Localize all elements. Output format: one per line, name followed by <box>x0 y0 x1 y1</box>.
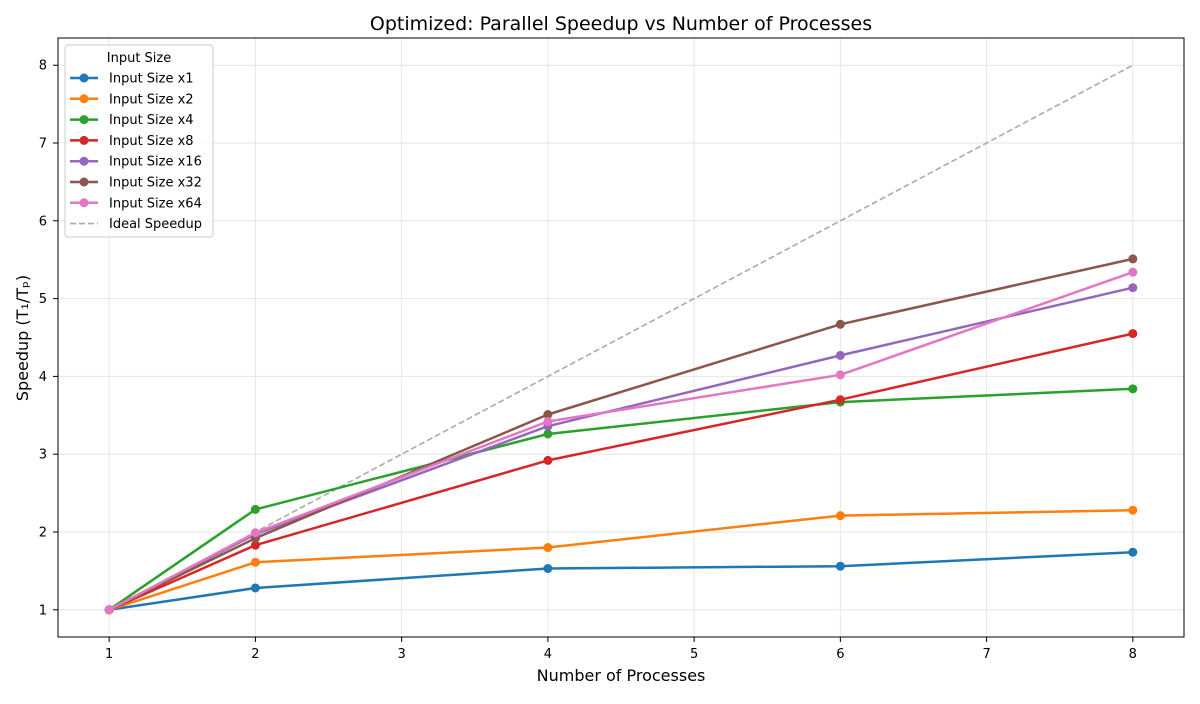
x-tick-label: 2 <box>251 647 259 662</box>
legend-label: Input Size x64 <box>109 196 202 211</box>
x-tick-label: 6 <box>836 647 844 662</box>
legend-box <box>64 44 214 238</box>
x-axis-label: Number of Processes <box>537 666 706 685</box>
input-size-x16-point <box>1128 283 1138 293</box>
legend-item-input-size-x32: Input Size x32 <box>70 176 202 191</box>
legend-marker <box>79 156 89 166</box>
input-size-x16-series <box>104 283 1138 615</box>
ideal-speedup-line <box>108 64 1134 611</box>
legend-marker <box>79 177 89 187</box>
input-size-x64-point <box>1128 267 1138 277</box>
legend-label: Input Size x8 <box>109 134 194 149</box>
x-tick-label: 1 <box>105 647 113 662</box>
legend-marker <box>79 115 89 125</box>
input-size-x2-point <box>250 557 260 567</box>
plot-frame <box>57 37 1185 638</box>
y-axis-ticks: 1 2 3 4 5 6 7 8 <box>39 59 58 618</box>
input-size-x4-line <box>108 387 1133 611</box>
input-size-x8-point <box>543 455 553 465</box>
input-size-x8-series <box>104 329 1138 615</box>
y-tick-label: 5 <box>39 292 47 307</box>
legend-label: Input Size x1 <box>109 72 194 87</box>
legend-label: Input Size x32 <box>109 176 202 191</box>
y-tick-label: 7 <box>39 137 47 152</box>
legend-marker <box>79 135 89 145</box>
x-tick-label: 8 <box>1129 647 1137 662</box>
x-tick-label: 4 <box>544 647 552 662</box>
legend-marker <box>79 73 89 83</box>
y-tick-label: 1 <box>39 603 47 618</box>
input-size-x4-point <box>250 504 260 514</box>
legend-item-input-size-x4: Input Size x4 <box>70 113 194 128</box>
input-size-x4-point <box>543 429 553 439</box>
grid <box>58 38 1184 637</box>
legend-items: Input Size x1 Input Size x2 Input Size x4 I… <box>70 72 202 232</box>
input-size-x32-point <box>1128 254 1138 264</box>
y-tick-label: 3 <box>39 448 47 463</box>
legend-item-input-size-x2: Input Size x2 <box>70 92 194 107</box>
legend-label: Input Size x2 <box>109 92 194 107</box>
legend-item-input-size-x16: Input Size x16 <box>70 155 202 170</box>
legend-item-ideal-speedup: Ideal Speedup <box>70 217 202 232</box>
input-size-x8-point <box>1128 329 1138 339</box>
input-size-x32-point <box>543 410 553 420</box>
input-size-x1-point <box>543 564 553 574</box>
legend-item-input-size-x64: Input Size x64 <box>70 196 202 211</box>
input-size-x1-series <box>104 547 1138 615</box>
legend-item-input-size-x1: Input Size x1 <box>70 72 194 87</box>
input-size-x4-point <box>1128 384 1138 394</box>
input-size-x8-point <box>250 540 260 550</box>
x-axis-ticks: 1 2 3 4 5 6 7 8 <box>105 637 1137 662</box>
y-tick-label: 6 <box>39 214 47 229</box>
legend-marker <box>79 198 89 208</box>
series-layer <box>104 254 1138 615</box>
input-size-x64-point <box>543 417 553 427</box>
y-tick-label: 8 <box>39 59 47 74</box>
input-size-x16-point <box>835 350 845 360</box>
input-size-x64-series <box>104 267 1138 615</box>
input-size-x32-point <box>835 319 845 329</box>
y-tick-label: 2 <box>39 525 47 540</box>
input-size-x4-series <box>104 384 1138 615</box>
input-size-x64-point <box>250 528 260 538</box>
input-size-x64-point <box>835 370 845 380</box>
legend-label: Input Size x16 <box>109 155 202 170</box>
input-size-x1-point <box>250 583 260 593</box>
legend-marker <box>79 94 89 104</box>
legend-title: Input Size <box>107 51 171 66</box>
input-size-x64-point <box>104 605 114 615</box>
legend-item-input-size-x8: Input Size x8 <box>70 134 194 149</box>
y-axis-label: Speedup (T₁/Tₚ) <box>13 275 32 401</box>
input-size-x2-point <box>835 511 845 521</box>
legend-label: Ideal Speedup <box>109 217 202 232</box>
x-tick-label: 3 <box>398 647 406 662</box>
x-tick-label: 7 <box>982 647 990 662</box>
input-size-x2-point <box>1128 505 1138 515</box>
chart-title: Optimized: Parallel Speedup vs Number of… <box>370 13 872 35</box>
input-size-x2-point <box>543 543 553 553</box>
input-size-x8-point <box>835 395 845 405</box>
y-tick-label: 4 <box>39 370 47 385</box>
ideal-speedup-layer <box>108 64 1134 611</box>
x-tick-label: 5 <box>690 647 698 662</box>
legend-label: Input Size x4 <box>109 113 194 128</box>
input-size-x32-line <box>108 257 1134 611</box>
input-size-x1-point <box>1128 547 1138 557</box>
input-size-x1-point <box>835 561 845 571</box>
